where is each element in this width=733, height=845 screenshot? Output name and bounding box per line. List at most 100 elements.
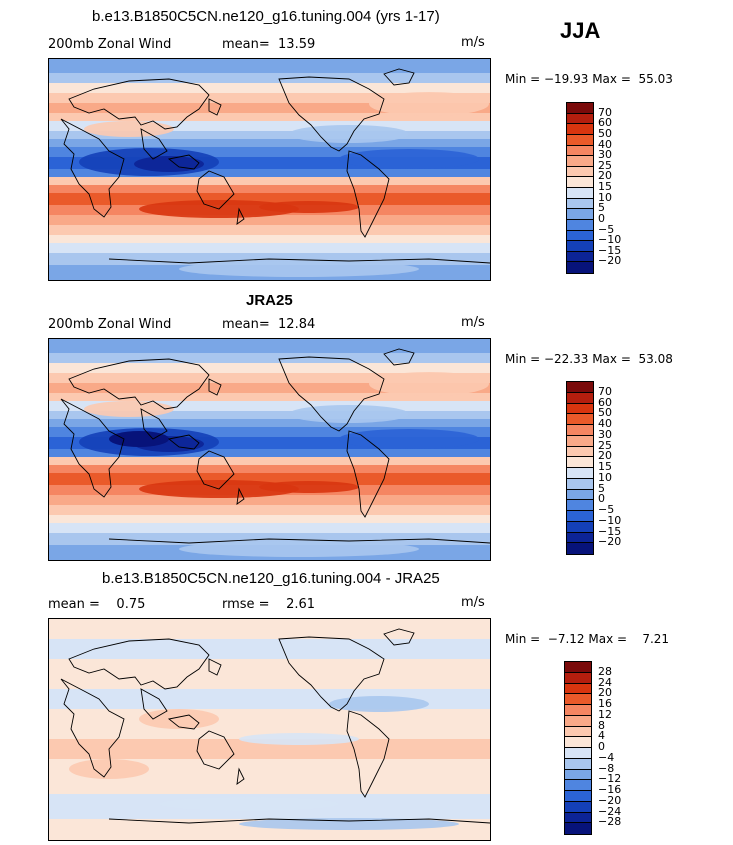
colorbar-swatch <box>567 103 593 114</box>
panel-2-map <box>48 338 491 561</box>
panel-3-title: b.e13.B1850C5CN.ne120_g16.tuning.004 - J… <box>102 570 440 587</box>
field-shading <box>49 339 490 560</box>
colorbar-swatch <box>565 705 591 716</box>
colorbar-swatch <box>567 468 593 479</box>
colorbar-tick-label: −28 <box>598 815 622 829</box>
colorbar-swatch <box>565 791 591 802</box>
panel-1-variable-label: 200mb Zonal Wind <box>48 37 172 52</box>
colorbar-tick-label: 20 <box>598 449 612 463</box>
field-shading <box>49 59 490 280</box>
colorbar-swatch <box>567 198 593 210</box>
colorbar-swatch <box>567 403 593 415</box>
panel-2-units: m/s <box>461 315 485 330</box>
colorbar-swatch <box>567 219 593 231</box>
colorbar-tick-label: 30 <box>598 427 612 441</box>
colorbar-swatch <box>565 801 591 813</box>
panel-1-title: b.e13.B1850C5CN.ne120_g16.tuning.004 (yr… <box>92 8 440 25</box>
colorbar-tick-label: 16 <box>598 697 612 710</box>
panel-3-minmax: Min = −7.12 Max = 7.21 <box>505 632 670 646</box>
colorbar-tick-label: 24 <box>598 675 612 689</box>
colorbar-swatch <box>567 425 593 436</box>
colorbar-swatch <box>567 446 593 458</box>
colorbar-tick-label: 70 <box>598 384 612 398</box>
colorbar-swatch <box>567 124 593 135</box>
panel-1-units: m/s <box>461 35 485 50</box>
colorbar-tick-label: 5 <box>598 201 605 215</box>
panel-2-variable-label: 200mb Zonal Wind <box>48 317 172 332</box>
colorbar-swatch <box>567 251 593 263</box>
colorbar-swatch <box>567 489 593 501</box>
colorbar-tick-label: 0 <box>598 740 605 753</box>
colorbar-tick-label: −5 <box>598 222 615 236</box>
colorbar-swatch <box>567 241 593 252</box>
colorbar-tick-label: 15 <box>598 460 612 473</box>
colorbar-tick-label: 20 <box>598 686 612 700</box>
colorbar-tick-label: −16 <box>598 783 622 796</box>
panel-3-rmse-label: rmse = 2.61 <box>222 597 316 612</box>
colorbar-swatch <box>567 177 593 188</box>
colorbar-tick-label: 10 <box>598 190 612 204</box>
colorbar-tick-label: 10 <box>598 470 612 484</box>
colorbar-swatch <box>565 737 591 748</box>
colorbar-swatch <box>567 166 593 178</box>
colorbar-swatch <box>565 780 591 791</box>
colorbar-swatch <box>567 113 593 125</box>
season-label: JJA <box>560 18 601 43</box>
colorbar-swatch <box>567 543 593 554</box>
colorbar-swatch <box>567 230 593 242</box>
colorbar-swatch <box>567 134 593 146</box>
panel-1-mean-label: mean= 13.59 <box>222 37 316 52</box>
panel-3-mean-label: mean = 0.75 <box>48 597 146 612</box>
colorbar-swatch <box>565 823 591 834</box>
colorbar-swatch <box>565 683 591 695</box>
colorbar-swatch <box>565 715 591 727</box>
colorbar-tick-label: 30 <box>598 148 612 162</box>
colorbar-swatch <box>565 726 591 738</box>
continent-outlines <box>60 68 490 264</box>
colorbar-tick-label: 15 <box>598 180 612 193</box>
continent-outlines <box>60 628 490 824</box>
colorbar-swatch <box>567 478 593 490</box>
colorbar-tick-label: 0 <box>598 492 605 506</box>
colorbar-tick-label: 28 <box>598 664 612 678</box>
colorbar-tick-label: 25 <box>598 438 612 452</box>
colorbar-swatch <box>567 156 593 167</box>
colorbar-swatch <box>567 435 593 447</box>
colorbar-swatch <box>567 414 593 425</box>
colorbar-tick-label: −24 <box>598 804 622 818</box>
colorbar-swatch <box>567 511 593 522</box>
colorbar-tick-label: −20 <box>598 793 622 807</box>
colorbar-swatch <box>567 209 593 220</box>
colorbar-swatch <box>567 500 593 511</box>
colorbar-tick-label: 40 <box>598 137 612 151</box>
colorbar-swatch <box>565 748 591 759</box>
colorbar-tick-label: −10 <box>598 513 622 527</box>
colorbar-swatch <box>565 758 591 770</box>
colorbar-tick-label: 8 <box>598 718 605 732</box>
colorbar-tick-label: 12 <box>598 707 612 721</box>
colorbar-tick-label: 5 <box>598 481 605 495</box>
colorbar-swatch <box>567 145 593 157</box>
colorbar-tick-label: 60 <box>598 116 612 130</box>
continent-outlines <box>60 348 490 544</box>
panel-2-colorbar <box>566 381 594 555</box>
colorbar-tick-label: 70 <box>598 105 612 119</box>
colorbar-tick-label: 20 <box>598 169 612 183</box>
colorbar-swatch <box>567 532 593 544</box>
colorbar-swatch <box>565 662 591 673</box>
colorbar-tick-label: −4 <box>598 750 615 764</box>
panel-2-mean-label: mean= 12.84 <box>222 317 316 332</box>
panel-3-colorbar <box>564 661 592 835</box>
panel-2-minmax: Min = −22.33 Max = 53.08 <box>505 352 673 366</box>
colorbar-tick-label: 25 <box>598 158 612 172</box>
colorbar-tick-label: 4 <box>598 729 605 743</box>
colorbar-tick-label: −20 <box>598 254 622 268</box>
colorbar-swatch <box>565 769 591 781</box>
colorbar-tick-label: −8 <box>598 761 615 775</box>
colorbar-swatch <box>567 188 593 199</box>
colorbar-tick-label: −15 <box>598 243 622 257</box>
colorbar-tick-label: −20 <box>598 535 622 549</box>
colorbar-tick-label: 40 <box>598 417 612 430</box>
colorbar-tick-label: 50 <box>598 126 612 140</box>
colorbar-tick-label: 60 <box>598 395 612 409</box>
